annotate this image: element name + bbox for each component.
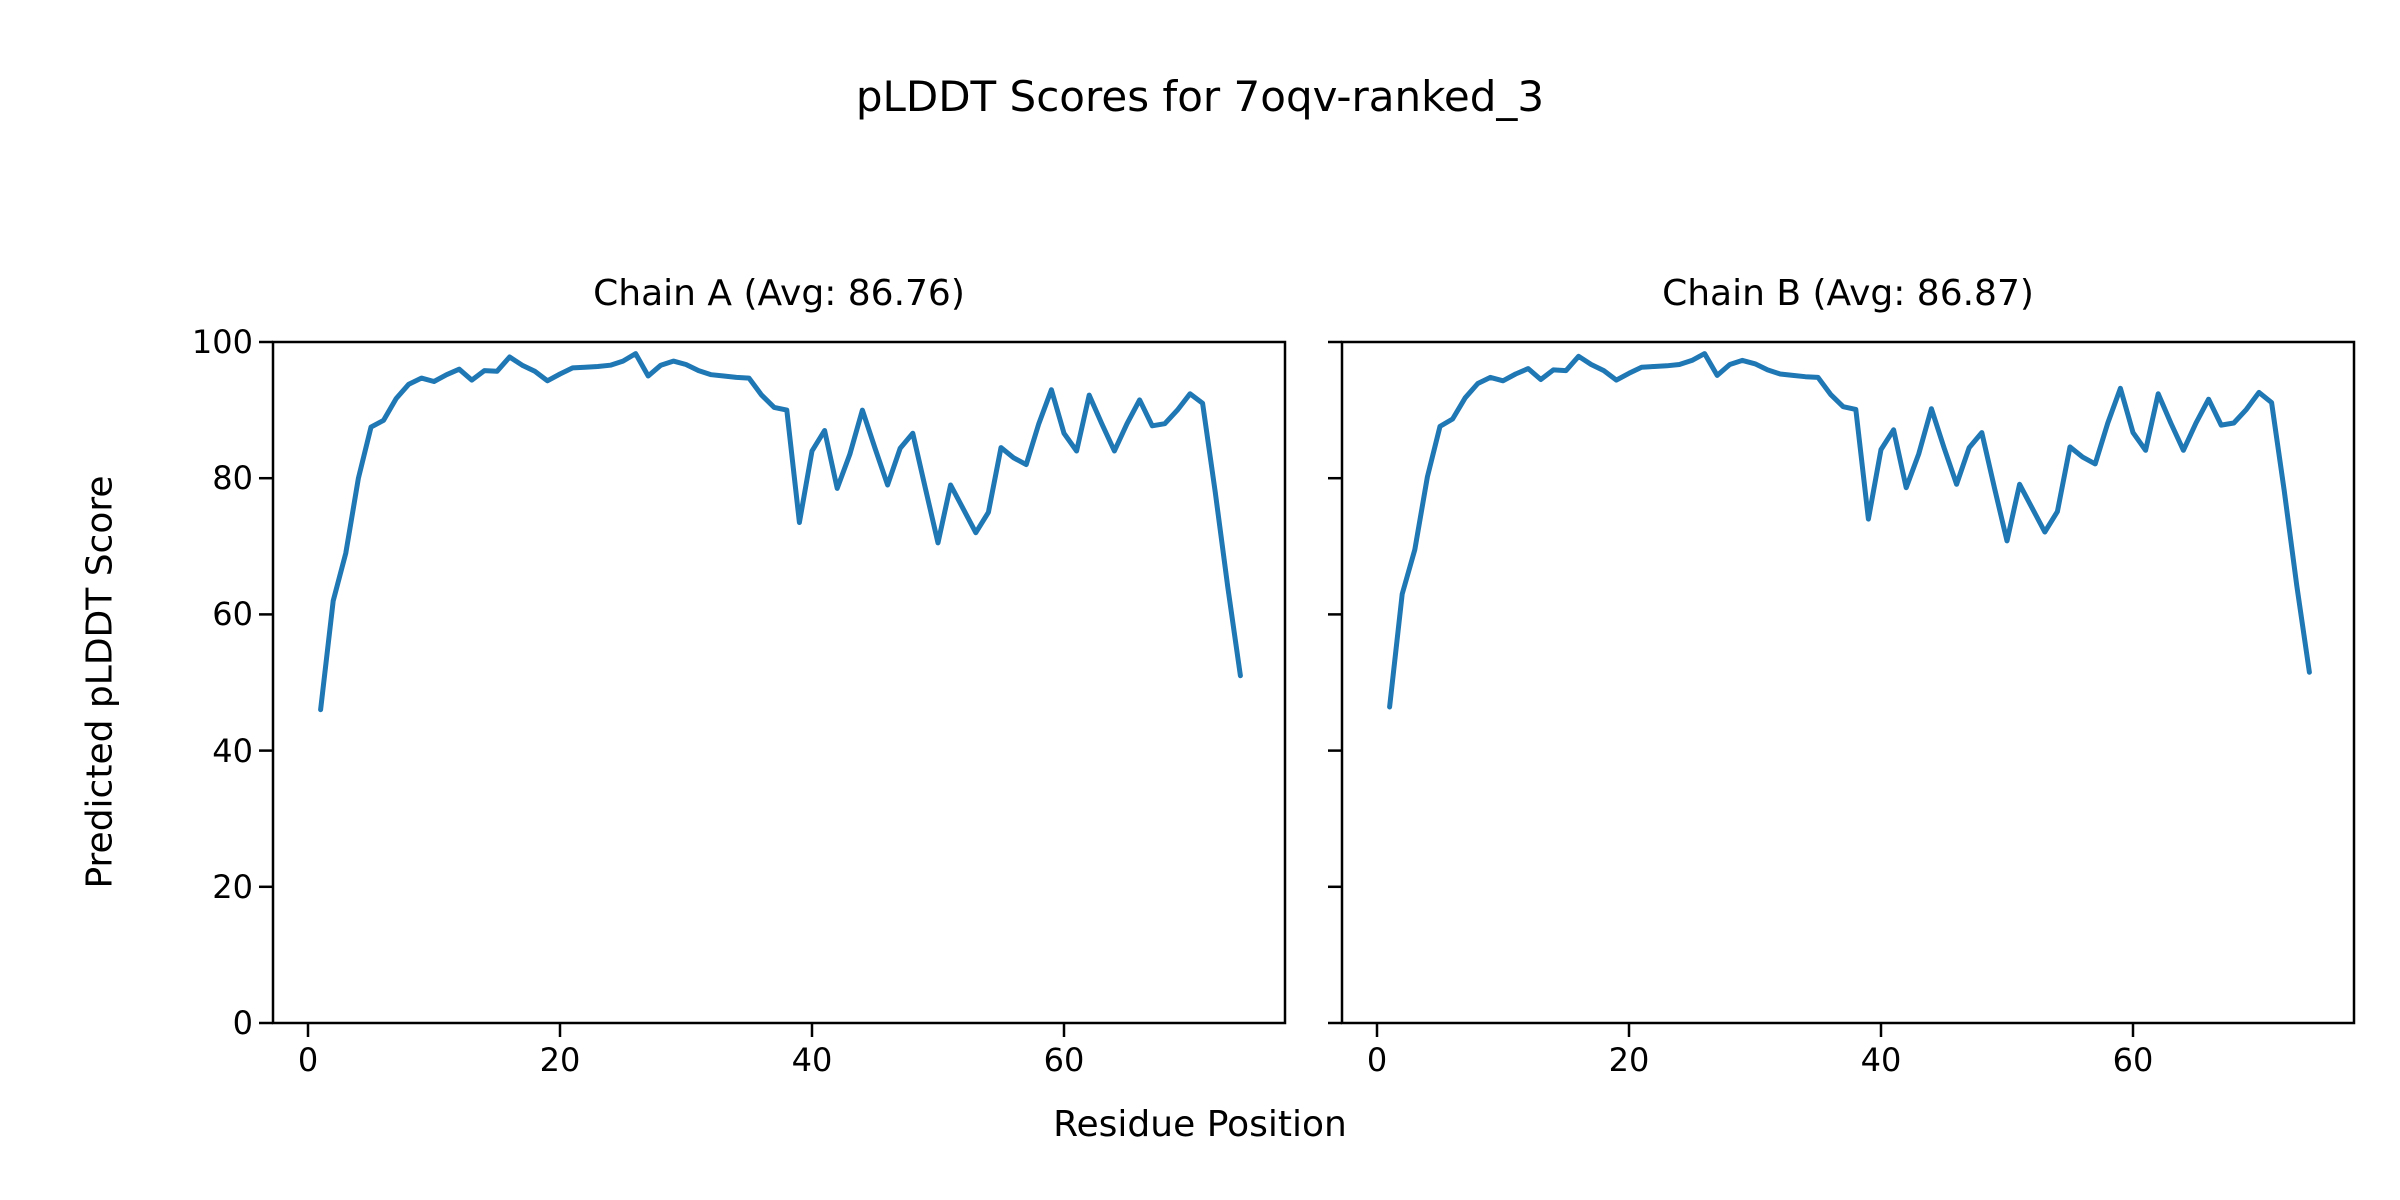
- y-tick-label-60: 60: [212, 595, 253, 633]
- chain-b-plddt-line: [1387, 351, 2312, 710]
- chain-b-axes-spines: [1340, 340, 2356, 1025]
- x-tick-label-a-60: 60: [1043, 1041, 1085, 1079]
- x-axis-label: Residue Position: [1053, 1104, 1347, 1145]
- y-tick-label-80: 80: [212, 459, 253, 497]
- y-tick-label-20: 20: [212, 868, 253, 906]
- x-tick-label-b-40: 40: [1860, 1041, 1902, 1079]
- chain-a-tick-marks: [259, 340, 1066, 1037]
- y-tick-label-40: 40: [212, 732, 253, 770]
- x-tick-label-b-60: 60: [2112, 1041, 2154, 1079]
- x-tick-label-a-0: 0: [297, 1041, 319, 1079]
- x-tick-label-a-20: 20: [539, 1041, 581, 1079]
- chain-a-subplot-title: Chain A (Avg: 86.76): [593, 273, 965, 314]
- x-tick-label-a-40: 40: [791, 1041, 833, 1079]
- figure-title: pLDDT Scores for 7oqv-ranked_3: [855, 72, 1545, 121]
- chain-b-subplot-title: Chain B (Avg: 86.87): [1662, 273, 2034, 314]
- y-axis-label: Predicted pLDDT Score: [79, 475, 121, 889]
- chain-a-plot-area: [259, 340, 1287, 1037]
- y-tick-label-0: 0: [232, 1004, 253, 1042]
- chain-a-axes-spines: [271, 340, 1287, 1025]
- chain-a-plddt-line: [318, 351, 1243, 713]
- x-tick-label-b-20: 20: [1608, 1041, 1650, 1079]
- chain-b-plot-area: [1328, 340, 2356, 1037]
- x-tick-label-b-0: 0: [1366, 1041, 1388, 1079]
- y-tick-label-100: 100: [191, 323, 253, 361]
- chain-b-tick-marks: [1328, 340, 2135, 1037]
